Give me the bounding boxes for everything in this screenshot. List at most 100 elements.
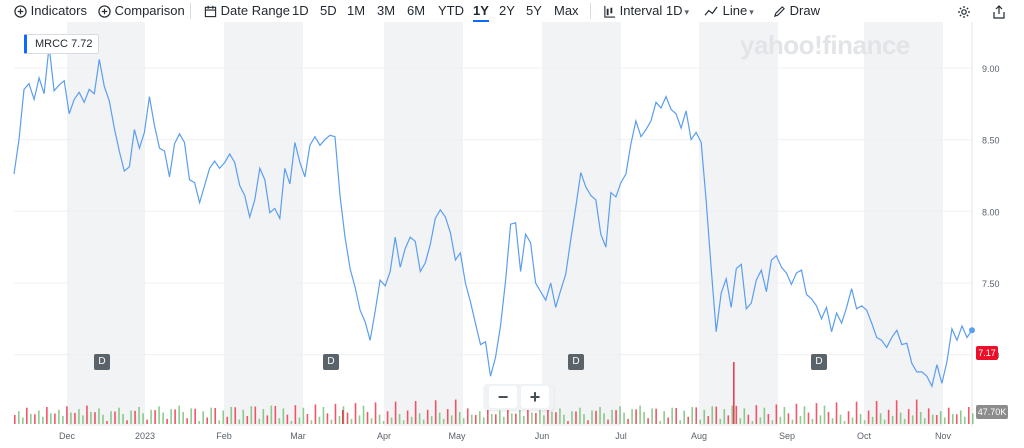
volume-bar <box>314 404 317 424</box>
x-tick-label: Aug <box>691 431 707 441</box>
volume-bar <box>426 409 429 424</box>
volume-bar <box>206 417 209 424</box>
volume-bar <box>947 407 950 424</box>
volume-bar <box>146 419 148 424</box>
volume-bar <box>338 416 341 424</box>
chart-type-button[interactable]: Line ▾ <box>704 2 754 20</box>
volume-bar <box>346 412 349 424</box>
dividend-marker[interactable]: D <box>94 354 110 370</box>
volume-bar <box>639 405 641 424</box>
dividend-marker[interactable]: D <box>323 354 339 370</box>
volume-bar <box>795 403 798 424</box>
volume-bar <box>591 410 593 424</box>
volume-bar <box>703 409 706 424</box>
volume-bar <box>599 407 601 424</box>
volume-bar <box>470 414 473 424</box>
interval-button[interactable]: Interval 1D ▾ <box>603 2 689 20</box>
interval-label: Interval <box>619 3 663 18</box>
volume-bar <box>763 407 766 424</box>
range-3m[interactable]: 3M <box>377 3 396 18</box>
volume-bar <box>891 416 894 424</box>
volume-bar <box>735 405 738 424</box>
volume-bar <box>683 410 685 424</box>
volume-bar <box>422 419 425 424</box>
month-band <box>384 22 463 426</box>
comparison-button[interactable]: Comparison <box>98 2 185 20</box>
volume-bar <box>86 405 88 424</box>
zoom-in-button[interactable]: + <box>521 386 549 408</box>
volume-bar <box>611 409 613 424</box>
volume-bar <box>803 406 806 424</box>
range-ytd[interactable]: YTD <box>438 3 464 18</box>
ticker-value: 7.72 <box>71 38 93 50</box>
draw-button[interactable]: Draw <box>773 2 820 20</box>
volume-bar <box>326 413 329 424</box>
gear-icon <box>958 5 970 18</box>
x-tick-label: Apr <box>377 431 391 441</box>
volume-bar <box>358 415 361 424</box>
volume-bar <box>54 413 56 424</box>
range-1m[interactable]: 1M <box>347 3 366 18</box>
volume-bar <box>823 405 826 424</box>
volume-bar <box>202 411 204 424</box>
dividend-marker[interactable]: D <box>568 354 584 370</box>
volume-bar <box>114 411 116 424</box>
volume-bar <box>490 414 493 424</box>
volume-bar <box>318 416 321 424</box>
indicators-label: Indicators <box>30 3 87 18</box>
volume-bar <box>527 406 529 424</box>
volume-bar <box>579 407 581 424</box>
volume-bar <box>66 406 68 424</box>
volume-bar <box>935 415 938 424</box>
volume-bar <box>218 420 221 424</box>
ticker-symbol: MRCC <box>35 38 68 50</box>
volume-bar <box>410 416 413 424</box>
share-button[interactable] <box>992 2 1006 20</box>
ticker-legend[interactable]: MRCC 7.72 <box>24 34 100 54</box>
range-max[interactable]: Max <box>554 3 579 18</box>
range-1d[interactable]: 1D <box>292 3 309 18</box>
volume-bar <box>442 418 445 424</box>
volume-bar <box>867 410 870 424</box>
date-range-button[interactable]: Date Range <box>204 2 290 20</box>
volume-bar <box>731 405 734 424</box>
volume-bar <box>863 420 866 424</box>
range-1y[interactable]: 1Y <box>473 3 489 22</box>
volume-bar <box>258 418 261 424</box>
zoom-out-button[interactable]: − <box>489 386 517 408</box>
volume-bar <box>238 419 241 424</box>
volume-bar <box>595 410 597 424</box>
volume-bar <box>14 415 16 424</box>
volume-bar <box>895 400 898 424</box>
volume-bar <box>972 413 974 424</box>
volume-bar <box>406 410 409 424</box>
indicators-button[interactable]: Indicators <box>14 2 87 20</box>
volume-bar <box>659 421 661 424</box>
dividend-marker[interactable]: D <box>811 354 827 370</box>
volume-bar <box>559 408 561 424</box>
volume-bar <box>486 407 489 424</box>
volume-bar <box>827 411 830 424</box>
volume-bar <box>18 411 20 424</box>
range-2y[interactable]: 2Y <box>499 3 515 18</box>
volume-bar <box>170 409 172 424</box>
settings-button[interactable] <box>957 2 971 20</box>
volume-bar <box>74 412 76 424</box>
range-5y[interactable]: 5Y <box>526 3 542 18</box>
range-6m[interactable]: 6M <box>407 3 426 18</box>
volume-bar <box>555 412 557 424</box>
volume-bar <box>855 401 858 424</box>
volume-bar <box>519 409 521 424</box>
x-tick-label: Nov <box>935 431 952 441</box>
volume-bar <box>106 421 108 424</box>
range-5d[interactable]: 5D <box>320 3 337 18</box>
volume-bar <box>286 414 289 424</box>
volume-bar <box>547 405 549 424</box>
volume-bar <box>342 410 344 424</box>
volume-bar <box>298 417 301 424</box>
volume-bar <box>294 405 297 424</box>
x-tick-label: Sep <box>779 431 795 441</box>
volume-bar <box>515 413 517 424</box>
volume-bar <box>214 408 217 424</box>
volume-bar <box>482 417 485 424</box>
